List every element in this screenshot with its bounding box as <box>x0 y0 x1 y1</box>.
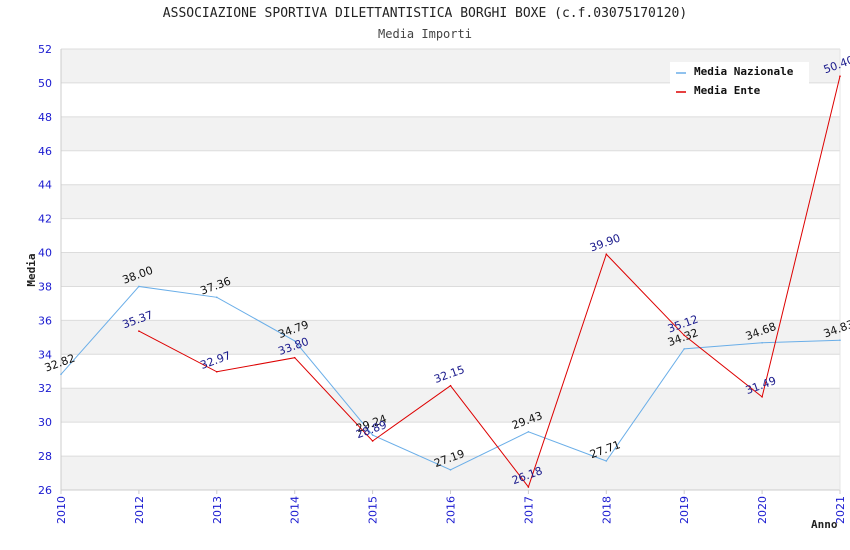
y-tick-label: 46 <box>38 145 52 158</box>
x-tick-label: 2020 <box>756 496 769 524</box>
y-tick-label: 28 <box>38 450 52 463</box>
y-tick-label: 38 <box>38 280 52 293</box>
grid-band <box>61 116 840 151</box>
x-tick-label: 2013 <box>211 496 224 524</box>
data-point <box>60 373 62 376</box>
chart-title: ASSOCIAZIONE SPORTIVA DILETTANTISTICA BO… <box>162 6 688 21</box>
data-point <box>839 339 841 342</box>
x-tick-label: 2010 <box>55 496 68 524</box>
chart-subtitle: Media Importi <box>378 27 472 41</box>
x-tick-label: 2012 <box>133 496 146 524</box>
x-tick-label: 2014 <box>289 496 302 524</box>
y-tick-label: 32 <box>38 382 52 395</box>
y-tick-label: 52 <box>38 43 52 56</box>
data-point <box>683 348 685 350</box>
x-tick-label: 2017 <box>522 496 535 524</box>
data-point <box>605 253 608 256</box>
x-tick-label: 2016 <box>445 496 458 524</box>
legend: Media Nazionale Media Ente <box>670 62 809 101</box>
y-tick-label: 40 <box>38 247 52 260</box>
data-point <box>449 469 452 471</box>
data-point <box>527 486 530 488</box>
data-point <box>371 434 374 436</box>
x-tick-label: 2021 <box>834 496 847 524</box>
plot-bands <box>61 49 840 490</box>
x-tick-label: 2019 <box>678 496 691 524</box>
grid-band <box>61 184 840 219</box>
grid-band <box>61 320 840 355</box>
grid-band <box>61 456 840 490</box>
data-point <box>293 340 296 342</box>
y-tick-label: 30 <box>38 416 52 429</box>
y-axis-ticks: 26 28 30 32 34 36 38 40 42 44 46 48 50 52 <box>38 43 52 497</box>
series-line-1 <box>138 76 841 488</box>
grid-band <box>61 388 840 423</box>
data-point <box>449 384 452 387</box>
y-tick-label: 48 <box>38 111 52 124</box>
legend-label-ente: Media Ente <box>694 84 761 97</box>
data-point <box>216 370 218 373</box>
data-point <box>761 341 763 344</box>
y-tick-label: 34 <box>38 348 52 361</box>
data-point <box>293 356 296 359</box>
y-tick-label: 44 <box>38 179 52 192</box>
y-tick-label: 36 <box>38 314 52 327</box>
series-lines <box>60 75 841 488</box>
legend-label-nazionale: Media Nazionale <box>694 65 794 78</box>
x-axis-ticks: 2010 2012 2013 2014 2015 2016 2017 2018 2019 2020… <box>55 490 847 524</box>
data-point <box>683 334 685 337</box>
data-point <box>138 330 140 332</box>
data-label: 39.90 <box>588 231 622 254</box>
x-tick-label: 2015 <box>367 496 380 524</box>
y-axis-label: Media <box>25 253 38 286</box>
data-point <box>605 460 608 462</box>
legend-background <box>670 62 809 101</box>
y-tick-label: 42 <box>38 213 52 226</box>
y-tick-label: 26 <box>38 484 52 497</box>
y-tick-label: 50 <box>38 77 52 90</box>
data-point <box>761 396 763 398</box>
data-point <box>527 431 530 433</box>
x-axis-label: Anno <box>811 518 838 531</box>
data-point <box>216 296 218 299</box>
data-point <box>371 440 374 442</box>
grid-lines <box>60 48 841 491</box>
data-point <box>839 75 841 77</box>
data-label: 32.15 <box>432 363 466 386</box>
grid-band <box>61 252 840 287</box>
data-point <box>138 285 140 288</box>
x-tick-label: 2018 <box>600 496 613 524</box>
